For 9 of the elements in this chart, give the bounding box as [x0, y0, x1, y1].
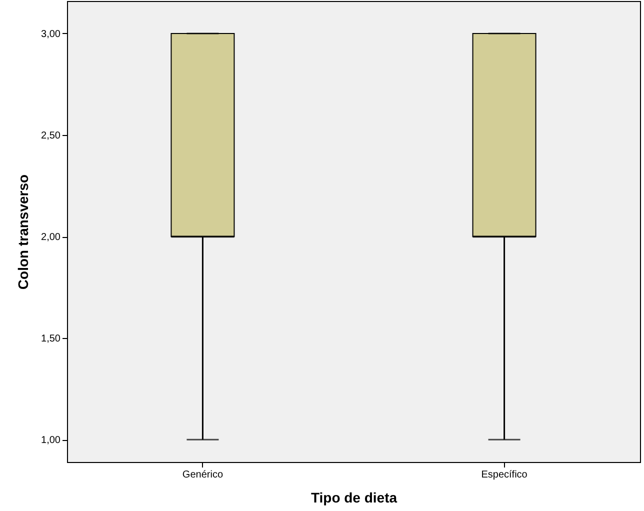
y-axis-title: Colon transverso — [15, 174, 32, 290]
y-tick-label: 2,00 — [41, 232, 61, 244]
x-tick-label: Específico — [481, 470, 528, 480]
y-tick-label: 3,00 — [41, 28, 61, 40]
y-tick-label: 2,50 — [41, 130, 61, 142]
y-tick-label: 1,00 — [41, 435, 61, 446]
x-axis-title: Tipo de dieta — [310, 490, 398, 506]
x-tick-label: Genérico — [182, 470, 224, 480]
y-tick-label: 1,50 — [41, 334, 61, 345]
